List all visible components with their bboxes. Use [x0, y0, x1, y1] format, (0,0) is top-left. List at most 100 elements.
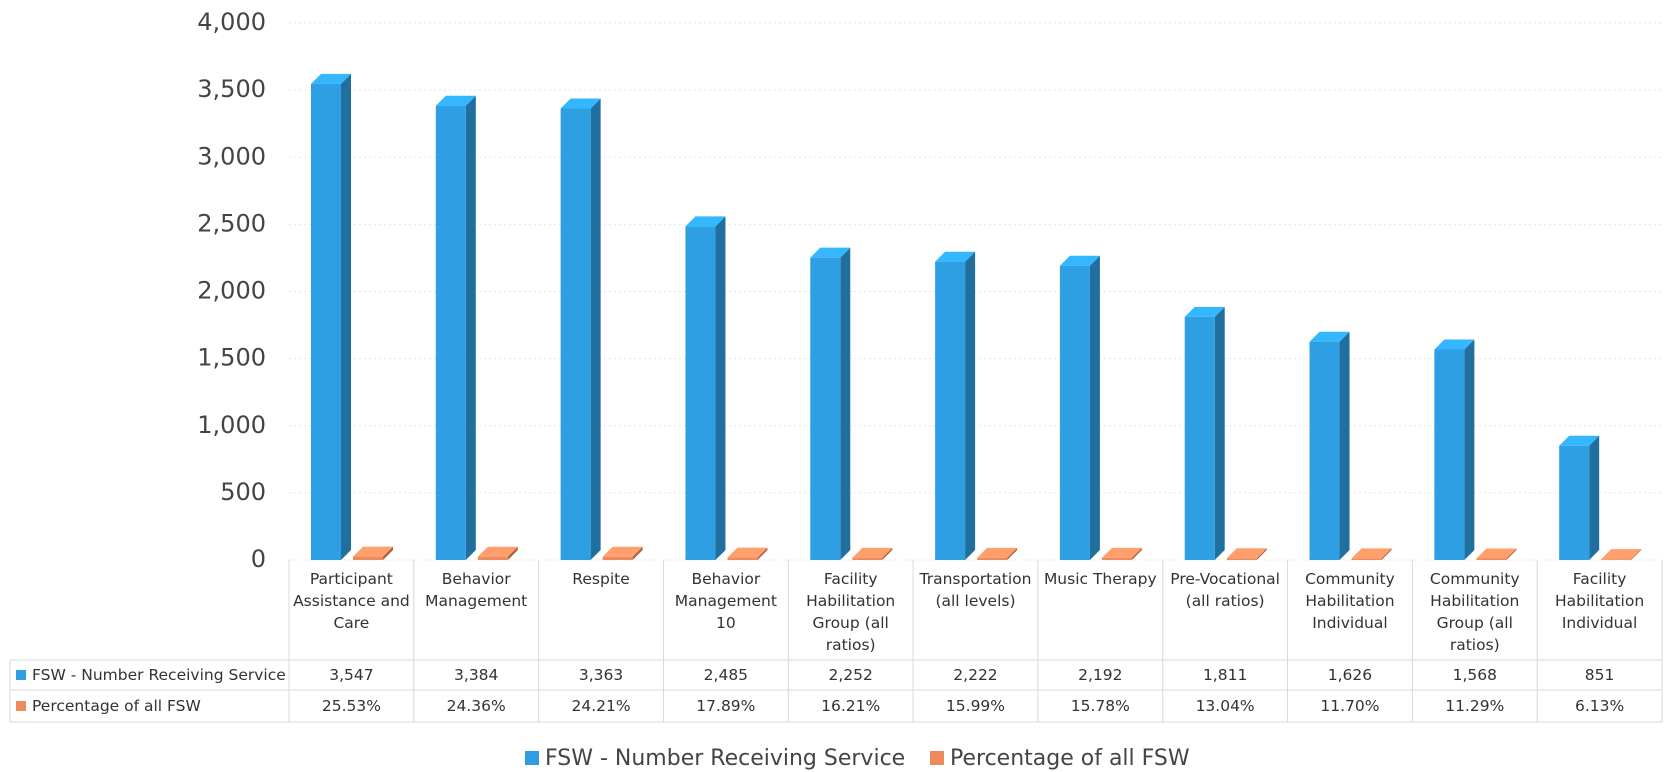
bar	[477, 546, 518, 560]
bar	[1434, 339, 1475, 560]
x-tick-label: Behavior Management 10	[674, 570, 777, 632]
bar	[727, 547, 768, 560]
data-label: 851	[1584, 666, 1615, 684]
y-tick-label: 2,000	[197, 277, 266, 305]
bar-face	[632, 546, 643, 560]
data-label: 1,811	[1202, 666, 1248, 684]
swatch	[930, 751, 944, 765]
bar-face	[1601, 549, 1642, 560]
bar-face	[810, 257, 841, 560]
bar	[1309, 331, 1350, 560]
bar-face	[1589, 435, 1600, 560]
bar	[1601, 549, 1642, 560]
data-label: 2,252	[828, 666, 873, 684]
x-tick-label: Community Habilitation Individual	[1305, 570, 1395, 632]
bar	[1226, 548, 1267, 560]
x-tick-label: Facility Habilitation Individual	[1554, 570, 1645, 632]
bar-face	[435, 105, 466, 560]
bar-face	[1007, 547, 1018, 560]
bar	[1101, 547, 1142, 560]
bar-face	[1059, 255, 1100, 266]
bar-face	[977, 547, 1018, 558]
x-tick-label: Transportation (all levels)	[919, 570, 1032, 610]
data-label: 13.04%	[1195, 697, 1255, 715]
bar	[977, 547, 1018, 560]
bar-face	[602, 546, 643, 557]
bar-face	[965, 251, 976, 560]
data-label: 25.53%	[321, 697, 381, 715]
x-tick-label: Pre-Vocational (all ratios)	[1170, 570, 1280, 610]
bar-face	[685, 216, 726, 227]
bar-face	[1476, 548, 1517, 559]
swatch	[16, 670, 26, 680]
data-label: 1,626	[1327, 666, 1373, 684]
bar-face	[477, 546, 518, 557]
bar	[560, 98, 601, 561]
y-tick-label: 2,500	[197, 209, 266, 237]
y-tick-label: 500	[220, 478, 266, 506]
bar-face	[852, 547, 893, 558]
bar-face	[1131, 547, 1142, 560]
bar-face	[353, 556, 383, 560]
bar-face	[507, 546, 518, 560]
bar-face	[341, 73, 351, 560]
bar-face	[1101, 557, 1132, 560]
bar-face	[727, 547, 768, 558]
bar-face	[882, 547, 893, 560]
data-label: 2,485	[703, 666, 749, 684]
bar-face	[1339, 331, 1350, 560]
bar	[935, 251, 976, 560]
bar-face	[560, 98, 601, 109]
row-label: Percentage of all FSW	[16, 690, 201, 722]
bar-face	[1464, 339, 1475, 560]
bar-face	[590, 98, 601, 561]
bar-face	[1631, 549, 1642, 560]
bar-face	[1256, 548, 1267, 560]
bar-face	[935, 261, 966, 560]
legend-text: FSW - Number Receiving Service	[545, 745, 906, 771]
data-label: 11.70%	[1320, 697, 1380, 715]
data-label: 24.36%	[446, 697, 506, 715]
bar-face	[1184, 306, 1225, 317]
bar-face	[383, 546, 393, 560]
data-label: 3,384	[454, 666, 499, 684]
bar-face	[311, 73, 351, 84]
bar	[435, 95, 476, 560]
x-tick-label: Respite	[572, 570, 630, 588]
bar	[1476, 548, 1517, 560]
x-tick-label: Participant Assistance and Care	[293, 570, 410, 632]
bar-face	[1089, 255, 1100, 560]
bar-face	[1381, 548, 1392, 560]
data-label: 15.99%	[945, 697, 1006, 715]
data-label: 3,547	[329, 666, 374, 684]
bar-face	[1559, 445, 1590, 560]
bar	[1184, 306, 1225, 560]
bar-face	[1309, 331, 1350, 342]
y-tick-label: 3,000	[197, 142, 266, 170]
bar-face	[311, 83, 341, 560]
data-label: 24.21%	[571, 697, 631, 715]
bar-face	[602, 556, 633, 560]
bar	[685, 216, 726, 561]
bar-face	[435, 95, 476, 106]
swatch	[16, 701, 26, 711]
bar-face	[1434, 349, 1465, 560]
bar-face	[757, 547, 768, 560]
x-tick-label: Music Therapy	[1043, 570, 1157, 588]
data-label: 16.21%	[821, 697, 881, 715]
bar-face	[852, 557, 883, 560]
bar	[810, 247, 851, 560]
swatch	[525, 751, 539, 765]
bar-face	[1059, 265, 1090, 560]
bar-face	[560, 108, 591, 561]
bar	[311, 73, 351, 560]
bar-face	[1601, 559, 1632, 560]
bar	[353, 546, 393, 560]
data-label: 17.89%	[696, 697, 756, 715]
bar-face	[1309, 341, 1340, 560]
bar-face	[977, 557, 1008, 560]
y-tick-label: 3,500	[197, 75, 266, 103]
bar-face	[1226, 548, 1267, 559]
bar-face	[727, 557, 758, 560]
bar-face	[465, 95, 476, 560]
